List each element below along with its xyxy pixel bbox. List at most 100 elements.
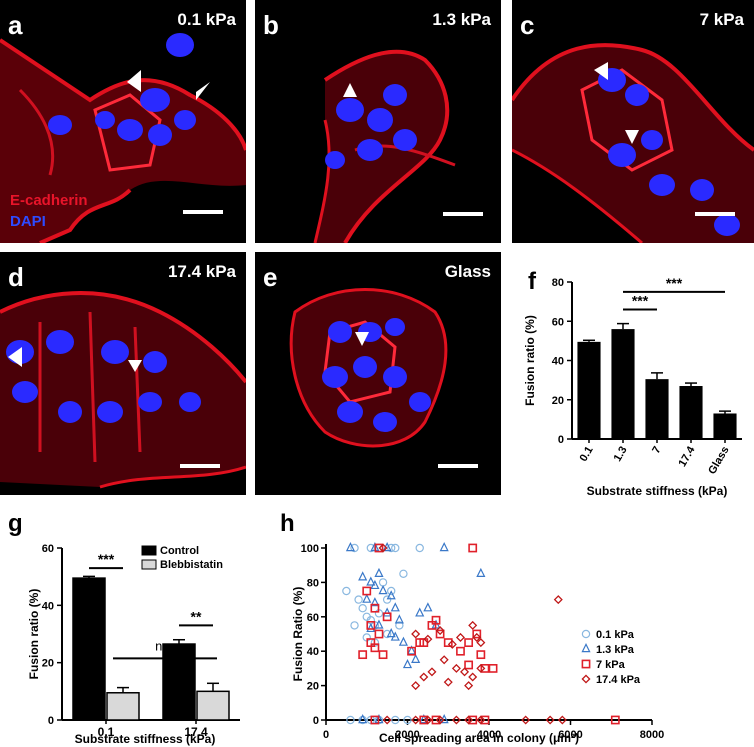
bar [577,341,601,439]
scale-bar [695,212,735,216]
stiffness-label: 17.4 kPa [167,262,236,281]
panel-letter: d [8,262,24,292]
panel-letter: a [8,10,23,40]
data-point [415,607,425,617]
data-point [370,715,380,725]
data-point [386,586,396,596]
data-point [443,638,453,647]
data-point [460,667,470,677]
x-axis-label: Substrate stiffness (kPa) [75,732,216,746]
legend-marker [581,674,591,684]
data-point [480,715,490,725]
data-point [390,602,400,612]
data-point [362,586,372,596]
data-point [390,631,400,641]
x-tick-label: 17.4 [676,444,698,469]
data-point [398,636,408,646]
arrowhead-icon [127,70,141,92]
x-tick-label: 2000 [395,729,419,741]
panel-letter-h: h [280,510,295,537]
data-point [553,595,563,605]
data-point [468,672,478,682]
data-point [411,629,421,639]
data-point [382,715,392,725]
panel-letter-g: g [8,510,23,537]
data-point [358,714,368,724]
data-point [386,628,396,638]
x-tick-label: 1.3 [612,445,630,464]
data-point [374,629,384,639]
data-point [455,632,465,642]
data-point [476,715,486,725]
legend-label: Control [160,545,199,557]
data-point [345,542,356,552]
panel-e: e Glass [255,252,501,495]
data-point [411,653,421,663]
data-point [378,543,388,553]
arrowhead-icon [625,130,639,144]
y-tick-label: 0 [558,434,564,446]
data-point [391,543,400,553]
data-point [386,543,396,553]
data-point [391,715,400,725]
arrowhead-icon [8,347,22,367]
y-tick-label: 60 [307,612,319,624]
data-point [382,629,392,639]
significance-label: *** [632,292,649,308]
data-point [456,646,465,656]
data-point [411,715,421,725]
data-point [545,715,555,725]
legend-label: 1.3 kPa [596,644,635,656]
legend-label: Blebbistatin [160,559,223,571]
y-tick-label: 0 [48,715,54,727]
bar [645,379,669,439]
data-point [423,602,433,612]
data-point [374,543,384,553]
y-tick-label: 20 [307,681,319,693]
data-point [415,543,424,553]
data-point [464,715,474,725]
x-tick-label: 8000 [640,729,664,741]
bar [196,690,230,721]
data-point [354,595,363,604]
legend-marker [581,643,591,653]
x-tick-label: 7 [650,445,663,456]
panel-e-image [289,288,448,448]
y-tick-label: 40 [42,600,54,612]
data-point [350,543,359,553]
data-point [386,590,396,600]
panel-a: a 0.1 kPa E-cadherin DAPI [0,0,246,243]
y-tick-label: 100 [301,543,319,555]
data-point [439,655,449,665]
panel-b: b 1.3 kPa [255,0,501,243]
y-tick-label: 40 [307,646,319,658]
y-tick-label: 20 [42,658,54,670]
data-point [378,650,388,660]
scale-bar [438,464,478,468]
legend-dapi: DAPI [10,213,46,230]
data-point [350,621,359,630]
legend-label: 7 kPa [596,659,626,671]
data-point [370,603,380,613]
data-point [476,638,486,648]
data-point [370,643,380,653]
chart-f: 0 20 40 60 80 0.1 1.3 7 17.4 Glass *** *** Fusion ra… [523,275,742,498]
legend-marker [581,629,591,639]
bar [72,577,106,721]
bar [162,643,196,721]
stiffness-label: 7 kPa [699,10,744,29]
legend-label: 17.4 kPa [596,674,641,686]
arrowhead-icon [196,82,210,100]
bar [611,329,635,439]
data-point [342,586,351,596]
data-point [407,646,416,656]
data-point [366,621,376,630]
data-point [451,715,461,725]
data-point [419,715,429,725]
x-axis-label: Substrate stiffness (kPa) [587,484,728,498]
data-point [423,715,433,725]
data-point [439,542,449,552]
data-point [488,664,498,673]
legend-label: 0.1 kPa [596,629,635,641]
